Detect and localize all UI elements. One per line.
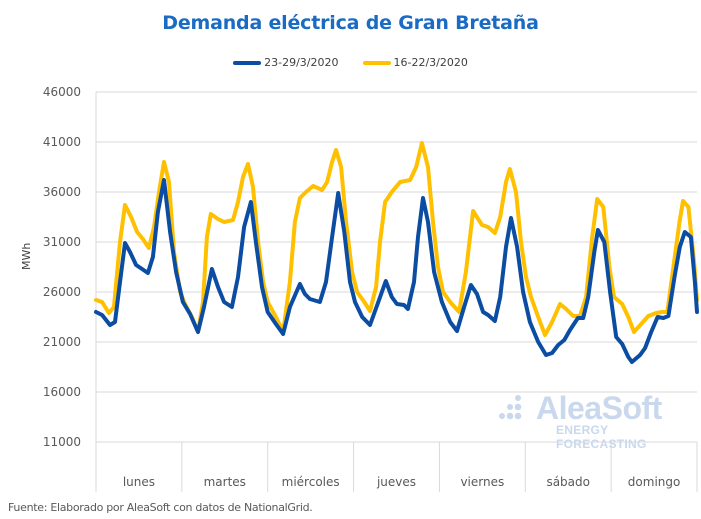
chart-title: Demanda eléctrica de Gran Bretaña <box>162 12 539 34</box>
x-category-label: lunes <box>123 475 155 489</box>
y-tick-label: 46000 <box>43 85 81 99</box>
y-tick-label: 41000 <box>43 135 81 149</box>
y-tick-labels: 11000 16000 21000 26000 31000 36000 41000 46000 <box>43 85 81 449</box>
legend-item-series-1[interactable]: 23-29/3/2020 <box>233 56 339 69</box>
y-tick-label: 21000 <box>43 335 81 349</box>
x-category-label: miércoles <box>282 475 340 489</box>
y-tick-label: 26000 <box>43 285 81 299</box>
series-lines <box>94 141 699 364</box>
y-tick-label: 31000 <box>43 235 81 249</box>
x-category-label: martes <box>204 475 246 489</box>
x-category-label: domingo <box>628 475 681 489</box>
x-category-label: sábado <box>546 475 590 489</box>
x-category-label: viernes <box>460 475 504 489</box>
source-footer: Fuente: Elaborado por AleaSoft con datos… <box>8 501 313 514</box>
legend-item-series-2[interactable]: 16-22/3/2020 <box>362 56 468 69</box>
series-line-1 <box>94 178 699 364</box>
legend-label-series-2: 16-22/3/2020 <box>393 56 468 69</box>
legend-swatch-series-1 <box>233 60 262 65</box>
legend-label-series-1: 23-29/3/2020 <box>264 56 339 69</box>
legend-swatch-series-2 <box>362 60 391 65</box>
x-category-label: jueves <box>376 475 416 489</box>
y-tick-label: 16000 <box>43 385 81 399</box>
x-category-labels: lunes martes miércoles jueves viernes sábado d… <box>123 475 681 489</box>
legend: 23-29/3/2020 16-22/3/2020 <box>0 56 701 69</box>
gridlines <box>95 91 698 492</box>
y-tick-label: 11000 <box>43 435 81 449</box>
y-tick-label: 36000 <box>43 185 81 199</box>
